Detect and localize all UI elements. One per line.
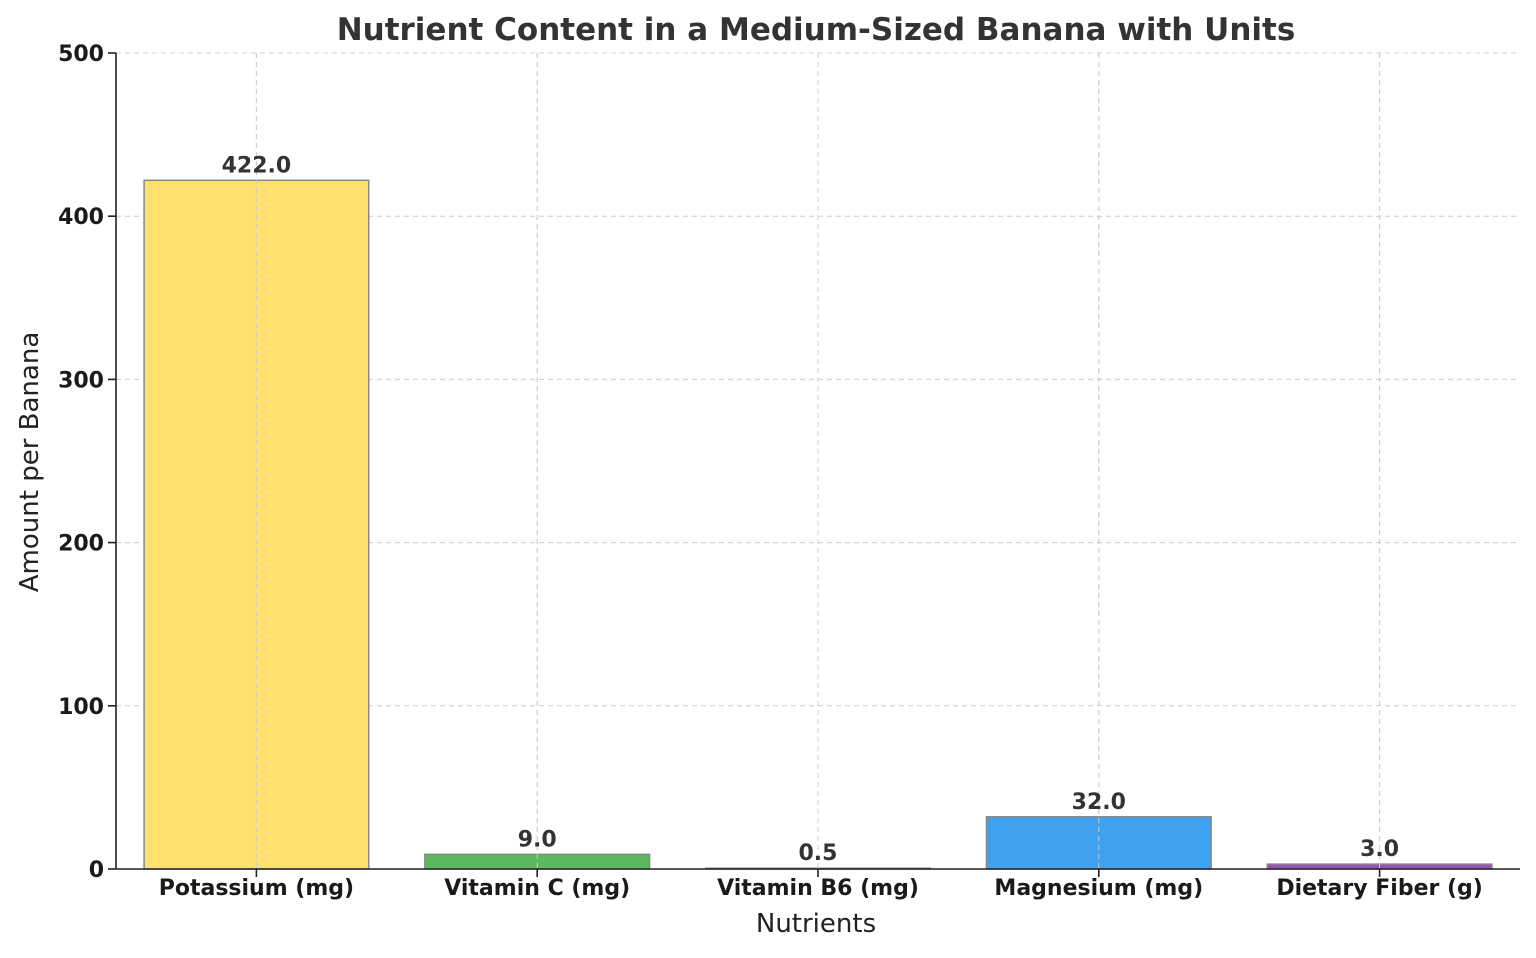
bar-value-label: 422.0 — [222, 153, 292, 178]
chart-title: Nutrient Content in a Medium-Sized Banan… — [337, 12, 1296, 48]
x-tick-label: Potassium (mg) — [159, 876, 354, 901]
bar-value-label: 3.0 — [1360, 837, 1399, 862]
bar-value-label: 32.0 — [1072, 790, 1126, 815]
y-tick-label: 100 — [58, 695, 104, 720]
y-tick-label: 200 — [58, 532, 104, 557]
y-tick-label: 300 — [58, 368, 104, 393]
y-axis-title: Amount per Banana — [15, 332, 45, 592]
x-axis-title: Nutrients — [756, 909, 876, 939]
bar-value-label: 9.0 — [518, 827, 557, 852]
x-tick-label: Magnesium (mg) — [994, 876, 1203, 901]
axis-layer — [108, 52, 1520, 877]
y-tick-label: 0 — [89, 858, 104, 883]
y-tick-label: 400 — [58, 205, 104, 230]
label-layer: 0 100 200 300 400 500 Potassium (mg) 422.0 Vitam… — [58, 42, 1483, 901]
bar-value-label: 0.5 — [799, 841, 838, 866]
bar-layer — [143, 53, 1493, 870]
x-tick-label: Vitamin C (mg) — [444, 876, 630, 901]
y-tick-label: 500 — [58, 42, 104, 67]
bar — [985, 816, 1212, 870]
x-tick-label: Vitamin B6 (mg) — [717, 876, 919, 901]
x-tick-label: Dietary Fiber (g) — [1276, 876, 1483, 901]
